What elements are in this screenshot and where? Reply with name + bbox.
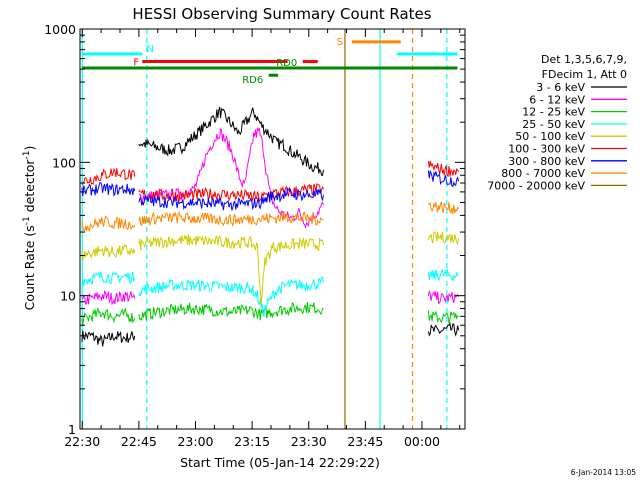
status-bar-label: N xyxy=(147,44,154,55)
x-axis: 22:30 22:45 23:00 23:15 23:30 23:45 00:00 xyxy=(64,29,461,449)
y-tick-label: 1000 xyxy=(44,22,76,37)
series-line xyxy=(81,271,136,287)
series-line xyxy=(81,243,136,262)
status-bar-label: RD6 xyxy=(242,75,263,86)
y-tick-label: 1 xyxy=(68,422,76,437)
series-line xyxy=(138,106,324,177)
series-line xyxy=(138,126,324,229)
series-line xyxy=(428,201,460,215)
series-line xyxy=(138,211,324,228)
status-bar-label: RD0 xyxy=(276,58,297,69)
series-line xyxy=(427,321,460,337)
legend-label: 7000 - 20000 keV xyxy=(487,179,585,192)
series-line xyxy=(138,301,324,322)
legend-label: 50 - 100 keV xyxy=(515,130,585,143)
series-line xyxy=(427,289,460,305)
y-axis-title: Count Rate (s-1 detector-1) xyxy=(22,146,37,311)
event-markers xyxy=(81,29,448,429)
legend-label: 100 - 300 keV xyxy=(508,143,585,156)
x-tick-label: 22:30 xyxy=(64,434,100,449)
data-series xyxy=(81,106,460,347)
plot-area xyxy=(79,28,466,430)
series-line xyxy=(138,187,324,211)
series-line xyxy=(138,276,324,318)
status-bar-label: F xyxy=(133,58,139,69)
series-line xyxy=(427,231,460,246)
series-line xyxy=(427,169,460,188)
y-tick-label: 100 xyxy=(52,155,76,170)
x-tick-label: 22:45 xyxy=(121,434,157,449)
x-tick-label: 00:00 xyxy=(404,434,440,449)
x-axis-title: Start Time (05-Jan-14 22:29:22) xyxy=(180,455,380,470)
status-bars: NF S RD0 RD6 xyxy=(81,37,458,86)
generation-timestamp: 6-Jan-2014 13:05 xyxy=(571,468,636,477)
legend-label: 300 - 800 keV xyxy=(508,155,585,168)
legend-label: 6 - 12 keV xyxy=(529,93,585,106)
x-tick-label: 23:00 xyxy=(177,434,213,449)
x-tick-label: 23:30 xyxy=(291,434,327,449)
series-line xyxy=(427,160,460,178)
series-line xyxy=(81,182,136,197)
status-bar-label: S xyxy=(337,37,343,48)
series-line xyxy=(81,330,136,347)
legend-header-attenuator: FDecim 1, Att 0 xyxy=(542,68,627,81)
legend-label: 25 - 50 keV xyxy=(522,118,585,131)
chart-title: HESSI Observing Summary Count Rates xyxy=(132,5,431,23)
series-line xyxy=(81,306,136,326)
y-tick-label: 10 xyxy=(60,289,76,304)
legend-label: 800 - 7000 keV xyxy=(501,167,585,180)
series-line xyxy=(427,268,459,282)
y-axis: 1 10 100 1000 xyxy=(44,22,465,437)
legend-label: 12 - 25 keV xyxy=(522,106,585,119)
series-line xyxy=(81,215,136,233)
legend-header-detectors: Det 1,3,5,6,7,9, xyxy=(541,53,627,66)
series-line xyxy=(138,234,324,306)
series-line xyxy=(81,290,136,306)
x-tick-label: 23:15 xyxy=(234,434,270,449)
x-tick-label: 23:45 xyxy=(347,434,383,449)
legend-label: 3 - 6 keV xyxy=(536,81,585,94)
series-line xyxy=(81,167,136,185)
series-line xyxy=(427,310,459,324)
